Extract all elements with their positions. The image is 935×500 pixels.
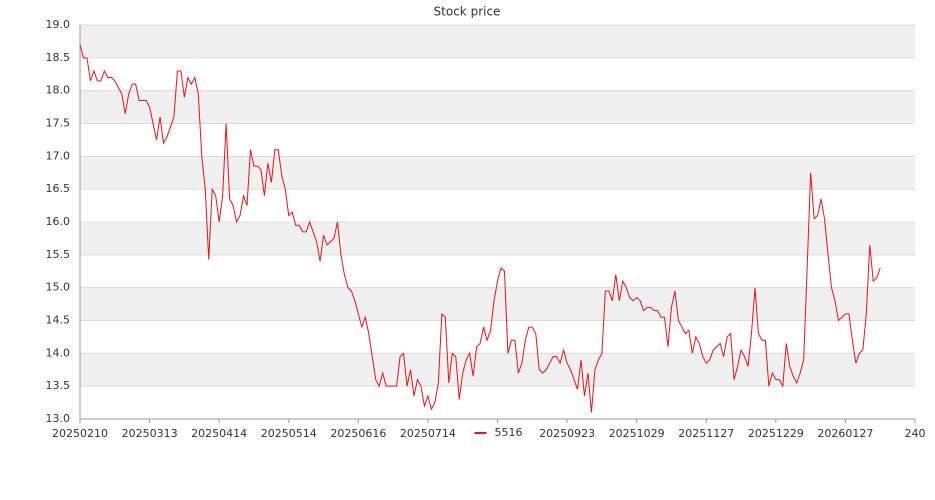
- legend: 5516: [470, 425, 533, 441]
- x-tick-label: 20260127: [817, 427, 873, 440]
- y-tick-label: 13.5: [46, 379, 71, 392]
- y-tick-label: 18.0: [46, 84, 71, 97]
- y-tick-label: 17.5: [46, 117, 71, 130]
- y-tick-label: 13.0: [46, 412, 71, 425]
- x-tick-label: 20251029: [609, 427, 665, 440]
- band: [80, 25, 915, 58]
- line-series: [79, 44, 881, 413]
- x-tick-label: 20250616: [330, 427, 386, 440]
- y-tick-label: 15.0: [46, 281, 71, 294]
- y-tick-label: 16.5: [46, 182, 71, 195]
- chart-title: Stock price: [434, 5, 501, 19]
- band: [80, 222, 915, 255]
- y-tick-label: 18.5: [46, 51, 71, 64]
- x-tick-label: 20251127: [678, 427, 734, 440]
- x-tick-label: 20251229: [748, 427, 804, 440]
- x-tick-label: 240: [905, 427, 926, 440]
- y-tick-label: 19.0: [46, 18, 71, 31]
- band: [80, 156, 915, 190]
- y-tick-label: 17.0: [46, 149, 71, 162]
- legend-label: 5516: [495, 426, 523, 439]
- y-tick-label: 16.0: [46, 215, 71, 228]
- x-tick-label: 20250313: [122, 427, 178, 440]
- x-tick-label: 20250923: [539, 427, 595, 440]
- band: [80, 287, 915, 321]
- x-tick-label: 20250414: [191, 427, 247, 440]
- x-tick-label: 20250210: [52, 427, 108, 440]
- y-tick-label: 14.5: [46, 314, 71, 327]
- band: [80, 353, 915, 387]
- legend-box: [470, 425, 533, 441]
- x-tick-label: 20250714: [400, 427, 456, 440]
- y-tick-label: 14.0: [46, 346, 71, 359]
- y-tick-label: 15.5: [46, 248, 71, 261]
- plot-background: [80, 25, 915, 387]
- band: [80, 90, 915, 124]
- x-tick-label: 20250514: [261, 427, 317, 440]
